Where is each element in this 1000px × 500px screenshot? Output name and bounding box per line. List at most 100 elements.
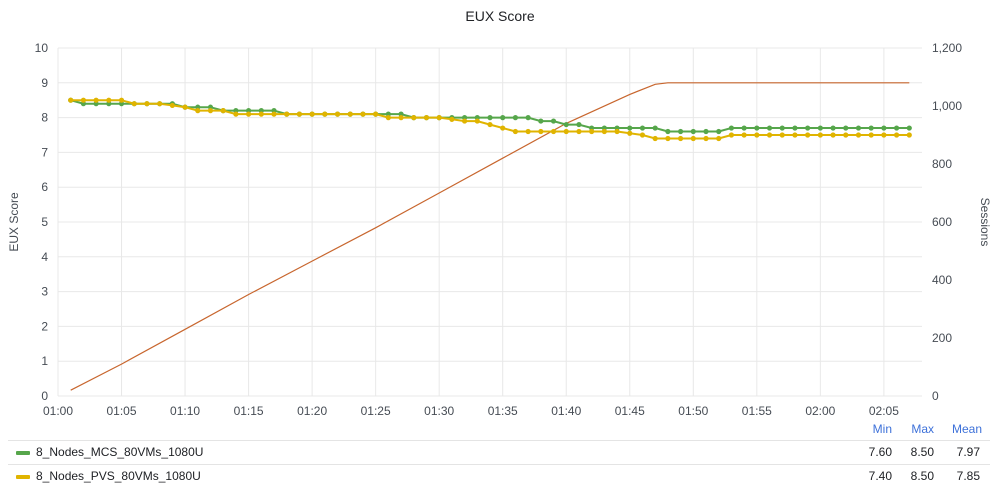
data-point[interactable] [93,97,99,103]
data-point[interactable] [245,111,252,117]
data-point[interactable] [677,128,684,135]
data-point[interactable] [550,118,557,124]
data-point[interactable] [601,128,607,135]
data-point[interactable] [500,125,506,131]
data-point[interactable] [792,125,798,131]
data-point[interactable] [690,128,696,135]
data-point[interactable] [284,111,290,117]
data-point[interactable] [627,130,633,136]
data-point[interactable] [627,125,633,131]
data-point[interactable] [639,125,646,131]
data-point[interactable] [334,111,341,117]
data-point[interactable] [703,128,709,135]
data-point[interactable] [830,132,836,138]
legend-header-mean[interactable]: Mean [951,422,982,436]
data-point[interactable] [538,128,544,135]
data-point[interactable] [741,125,747,131]
data-point[interactable] [716,135,722,142]
data-point[interactable] [665,128,671,135]
data-point[interactable] [68,97,74,103]
data-point[interactable] [550,128,557,135]
data-point[interactable] [373,111,379,117]
data-point[interactable] [652,125,658,131]
data-point[interactable] [487,121,493,128]
data-point[interactable] [487,115,493,121]
data-point[interactable] [779,125,785,131]
data-point[interactable] [436,115,442,121]
data-point[interactable] [805,132,811,138]
data-point[interactable] [512,128,519,135]
data-point[interactable] [855,132,862,138]
data-point[interactable] [296,111,303,117]
data-point[interactable] [639,132,646,138]
legend-header-max[interactable]: Max [911,422,934,436]
legend-series-name[interactable]: 8_Nodes_PVS_80VMs_1080U [36,469,201,483]
data-point[interactable] [728,132,735,138]
data-point[interactable] [868,132,874,138]
data-point[interactable] [868,125,874,131]
data-point[interactable] [525,115,531,121]
data-point[interactable] [754,125,760,131]
data-point[interactable] [258,111,264,117]
data-point[interactable] [855,125,862,131]
data-point[interactable] [207,108,214,114]
data-point[interactable] [893,132,900,138]
data-point[interactable] [677,135,684,142]
legend-row-pvs[interactable]: 8_Nodes_PVS_80VMs_1080U 7.40 8.50 7.85 [8,464,990,488]
data-point[interactable] [131,101,137,107]
data-point[interactable] [766,132,773,138]
data-point[interactable] [169,102,175,109]
data-point[interactable] [893,125,900,131]
data-point[interactable] [665,135,671,142]
data-point[interactable] [385,115,391,121]
data-point[interactable] [805,125,811,131]
data-point[interactable] [309,111,315,117]
data-point[interactable] [512,115,519,121]
data-point[interactable] [220,108,226,114]
data-point[interactable] [271,111,277,117]
data-point[interactable] [398,115,404,121]
data-point[interactable] [881,125,887,131]
data-point[interactable] [233,111,239,117]
data-point[interactable] [182,104,188,110]
data-point[interactable] [830,125,836,131]
data-point[interactable] [766,125,773,131]
data-point[interactable] [144,101,150,107]
data-point[interactable] [563,121,569,128]
legend-series-name[interactable]: 8_Nodes_MCS_80VMs_1080U [36,445,204,459]
data-point[interactable] [538,118,544,124]
data-point[interactable] [347,111,353,117]
data-point[interactable] [423,115,430,121]
data-point[interactable] [157,101,163,107]
data-point[interactable] [322,111,328,117]
legend-row-mcs[interactable]: 8_Nodes_MCS_80VMs_1080U 7.60 8.50 7.97 [8,440,990,464]
data-point[interactable] [690,135,696,142]
data-point[interactable] [741,132,747,138]
data-point[interactable] [525,128,531,135]
data-point[interactable] [906,125,912,131]
legend-header-min[interactable]: Min [872,422,892,436]
data-point[interactable] [754,132,760,138]
data-point[interactable] [563,128,569,135]
data-point[interactable] [106,97,112,103]
data-point[interactable] [80,97,87,103]
data-point[interactable] [589,128,595,135]
data-point[interactable] [881,132,887,138]
data-point[interactable] [652,135,658,142]
data-point[interactable] [703,135,709,142]
data-point[interactable] [474,118,480,124]
data-point[interactable] [792,132,798,138]
data-point[interactable] [716,128,722,135]
data-point[interactable] [906,132,912,138]
data-point[interactable] [779,132,785,138]
data-point[interactable] [614,128,620,135]
data-point[interactable] [461,118,468,124]
data-point[interactable] [817,132,823,138]
data-point[interactable] [728,125,735,131]
data-point[interactable] [118,97,125,103]
data-point[interactable] [576,128,582,135]
data-point[interactable] [817,125,823,131]
data-point[interactable] [576,121,582,128]
data-point[interactable] [360,111,366,117]
data-point[interactable] [500,115,506,121]
